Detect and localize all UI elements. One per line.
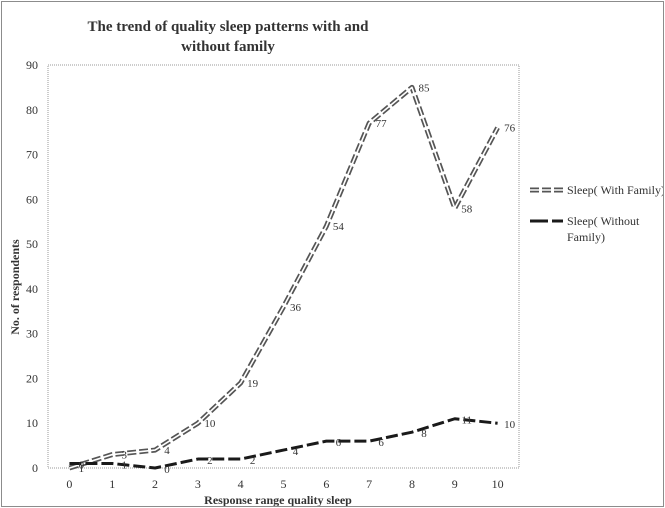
series-without-family-line [69,417,498,470]
series-with-family-line [68,84,500,471]
x-tick-label: 0 [66,477,72,491]
series-without-family-data-label: 2 [207,455,213,467]
y-tick-label: 10 [26,416,38,430]
y-axis-title: No. of respondents [8,239,22,335]
series-with-family-legend-label: Sleep( With Family) [567,183,663,197]
plot-area [47,64,520,469]
series-with-family-data-label: 19 [247,378,259,390]
y-tick-label: 50 [26,237,38,251]
x-tick-label: 8 [409,477,415,491]
chart-title-line-1: The trend of quality sleep patterns with… [87,19,369,35]
series-with-family-line-core [69,86,499,469]
series-without-family-data-label: 11 [461,415,472,427]
x-tick-label: 4 [238,477,244,491]
x-tick-label: 2 [152,477,158,491]
series-lines [68,84,500,471]
series-with-family-data-label: 3 [121,450,127,462]
y-tick-label: 0 [32,461,38,475]
chart-title: The trend of quality sleep patterns with… [87,19,369,55]
y-tick-label: 30 [26,327,38,341]
series-with-family-data-label: 54 [333,221,345,233]
series-without-family-legend-label: Family) [567,230,605,244]
series-without-family-legend-label: Sleep( Without [567,214,640,228]
x-tick-label: 9 [452,477,458,491]
x-tick-label: 5 [281,477,287,491]
series-without-family-data-label: 6 [378,437,384,449]
y-axis-ticks: 0 10 20 30 40 50 60 70 80 90 [26,58,38,475]
series-with-family-data-label: 58 [461,203,473,215]
y-tick-label: 90 [26,58,38,72]
series-with-family-data-label: 77 [376,118,388,130]
x-tick-label: 10 [492,477,504,491]
series-without-family-data-label: 8 [421,428,427,440]
y-tick-label: 40 [26,282,38,296]
series-without-family-data-label: 1 [121,460,127,472]
series-with-family-data-label: 10 [204,418,216,430]
series-without-family-data-label: 6 [336,437,342,449]
series-without-family-data-label: 10 [504,419,516,431]
x-tick-label: 3 [195,477,201,491]
series-with-family-data-label: 85 [418,82,430,94]
series-without-family-data-label: 4 [293,446,299,458]
series-with-family-data-label: 76 [504,123,516,135]
x-axis-title: Response range quality sleep [204,493,352,506]
y-tick-label: 20 [26,371,38,385]
x-axis-ticks: 0 1 2 3 4 5 6 7 8 9 10 [66,477,503,491]
series-without-family-data-label: 2 [250,455,256,467]
y-tick-label: 80 [26,103,38,117]
legend: Sleep( With Family) Sleep( Without Family) [530,183,663,244]
series-with-family-data-label: 36 [290,302,302,314]
series-without-family-data-label: 0 [79,460,85,472]
chart-title-line-2: without family [181,39,275,55]
series-with-family-data-label: 1 [79,463,85,475]
series-with-family-data-label: 4 [164,445,170,457]
x-tick-label: 1 [109,477,115,491]
x-tick-label: 6 [323,477,329,491]
y-tick-label: 60 [26,192,38,206]
series-without-family-data-label: 0 [164,464,170,476]
y-tick-label: 70 [26,148,38,162]
x-tick-label: 7 [366,477,372,491]
